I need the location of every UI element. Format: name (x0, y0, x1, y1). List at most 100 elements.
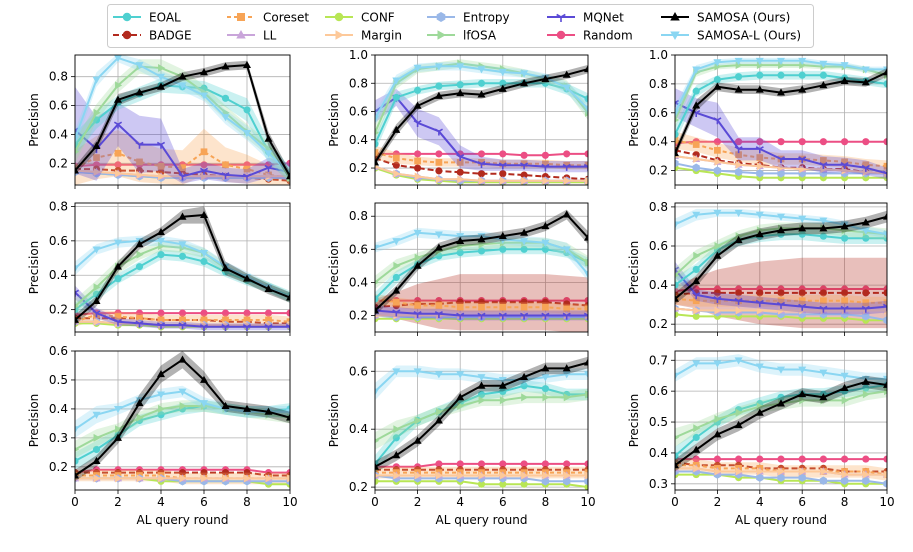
point-lfosa (521, 393, 529, 402)
point-lfosa (714, 62, 722, 71)
point-lfosa (136, 413, 144, 422)
point-margin (693, 306, 701, 315)
point-badge (520, 171, 528, 179)
band-coreset (375, 145, 588, 170)
axes-frame (374, 202, 589, 333)
legend-label-samosa-l-ours: SAMOSA-L (Ours) (697, 29, 801, 43)
x-tick-label: 8 (243, 495, 251, 509)
legend: EOAL Coreset CONF Entropy MQNet SAMOSA (Ours)… (107, 4, 814, 48)
axes-frame (74, 350, 291, 491)
point-random (777, 455, 785, 463)
point-margin (756, 306, 764, 315)
point-samosa-ours (392, 451, 401, 459)
point-coreset (862, 299, 870, 307)
series-samosa-ours (675, 210, 887, 305)
band-coreset (75, 128, 290, 185)
point-margin (499, 176, 507, 185)
point-conf (692, 312, 700, 320)
axes-frame (674, 54, 888, 186)
point-badge (414, 164, 422, 172)
point-coreset (392, 298, 400, 306)
point-mqnet (113, 318, 123, 326)
point-samosa-ours (713, 82, 722, 90)
point-conf (675, 310, 679, 318)
y-tick-label: 0.8 (649, 200, 668, 214)
band-samosa-ours (675, 68, 887, 158)
point-margin (393, 471, 401, 480)
point-margin (841, 470, 849, 479)
point-margin (884, 470, 887, 479)
y-tick-label: 0.2 (49, 303, 68, 317)
point-samosa-ours (734, 85, 743, 93)
point-random (798, 455, 806, 463)
point-mqnet (734, 146, 743, 154)
point-lfosa (158, 242, 166, 250)
point-eoal (777, 393, 785, 401)
point-samosa-l-ours (375, 244, 379, 252)
y-axis-label: Precision (27, 93, 41, 147)
point-samosa-ours (114, 95, 122, 103)
point-random (563, 150, 571, 158)
point-mqnet (861, 305, 870, 313)
point-samosa-l-ours (777, 57, 785, 65)
legend-marker-random (556, 30, 566, 40)
point-samosa-l-ours (498, 377, 507, 385)
point-margin (585, 176, 588, 185)
point-margin (714, 157, 722, 166)
point-lfosa (799, 61, 807, 70)
point-lfosa (714, 414, 722, 423)
point-margin (521, 471, 529, 480)
x-tick-label: 0 (71, 495, 79, 509)
series-entropy (675, 467, 887, 489)
point-samosa-ours (392, 125, 401, 133)
legend-item-entropy: Entropy (427, 11, 510, 25)
legend-label-ll: LL (263, 29, 277, 43)
point-badge (477, 170, 486, 178)
series-coreset (675, 292, 887, 309)
point-random (713, 138, 721, 146)
point-samosa-l-ours (819, 217, 828, 225)
point-samosa-ours (675, 461, 679, 469)
point-samosa-ours (584, 64, 588, 73)
series-layer (375, 356, 588, 490)
point-samosa-ours (264, 284, 273, 292)
point-lfosa (693, 424, 701, 433)
legend-item-conf: CONF (325, 11, 395, 25)
series-mqnet (75, 285, 290, 332)
point-lfosa (585, 390, 588, 399)
point-margin (756, 162, 764, 171)
point-mqnet (199, 324, 209, 332)
point-coreset (200, 316, 208, 324)
point-margin (393, 169, 401, 178)
point-samosa-l-ours (114, 55, 122, 63)
line-badge (675, 291, 887, 296)
point-mqnet (713, 117, 722, 125)
point-samosa-l-ours (562, 246, 571, 254)
axes-frame (674, 202, 888, 333)
y-tick-label: 1.0 (349, 48, 368, 62)
point-random (756, 455, 764, 463)
series-layer (75, 55, 290, 185)
series-samosa-ours (375, 356, 588, 473)
point-mqnet (221, 324, 230, 332)
point-random (841, 455, 849, 463)
series-samosa-ours (675, 68, 887, 158)
point-coreset (478, 303, 485, 311)
point-samosa-l-ours (477, 66, 486, 74)
point-eoal (692, 433, 700, 442)
series-mqnet (375, 305, 588, 321)
series-layer (675, 354, 887, 489)
point-badge (883, 289, 887, 297)
point-lfosa (478, 396, 486, 405)
x-tick-label: 6 (200, 495, 208, 509)
x-tick-label: 0 (371, 495, 379, 509)
y-tick-label: 0.8 (649, 77, 668, 91)
point-eoal (692, 265, 700, 274)
point-samosa-l-ours (562, 84, 571, 92)
point-lfosa (136, 250, 144, 259)
point-margin (244, 474, 252, 483)
y-tick-label: 0.4 (649, 278, 668, 292)
subplot-2-3: 0.2 0.4 0.6 0.8 Precision (627, 200, 888, 336)
legend-marker-margin (335, 30, 344, 40)
y-tick-label: 0.6 (349, 364, 368, 378)
